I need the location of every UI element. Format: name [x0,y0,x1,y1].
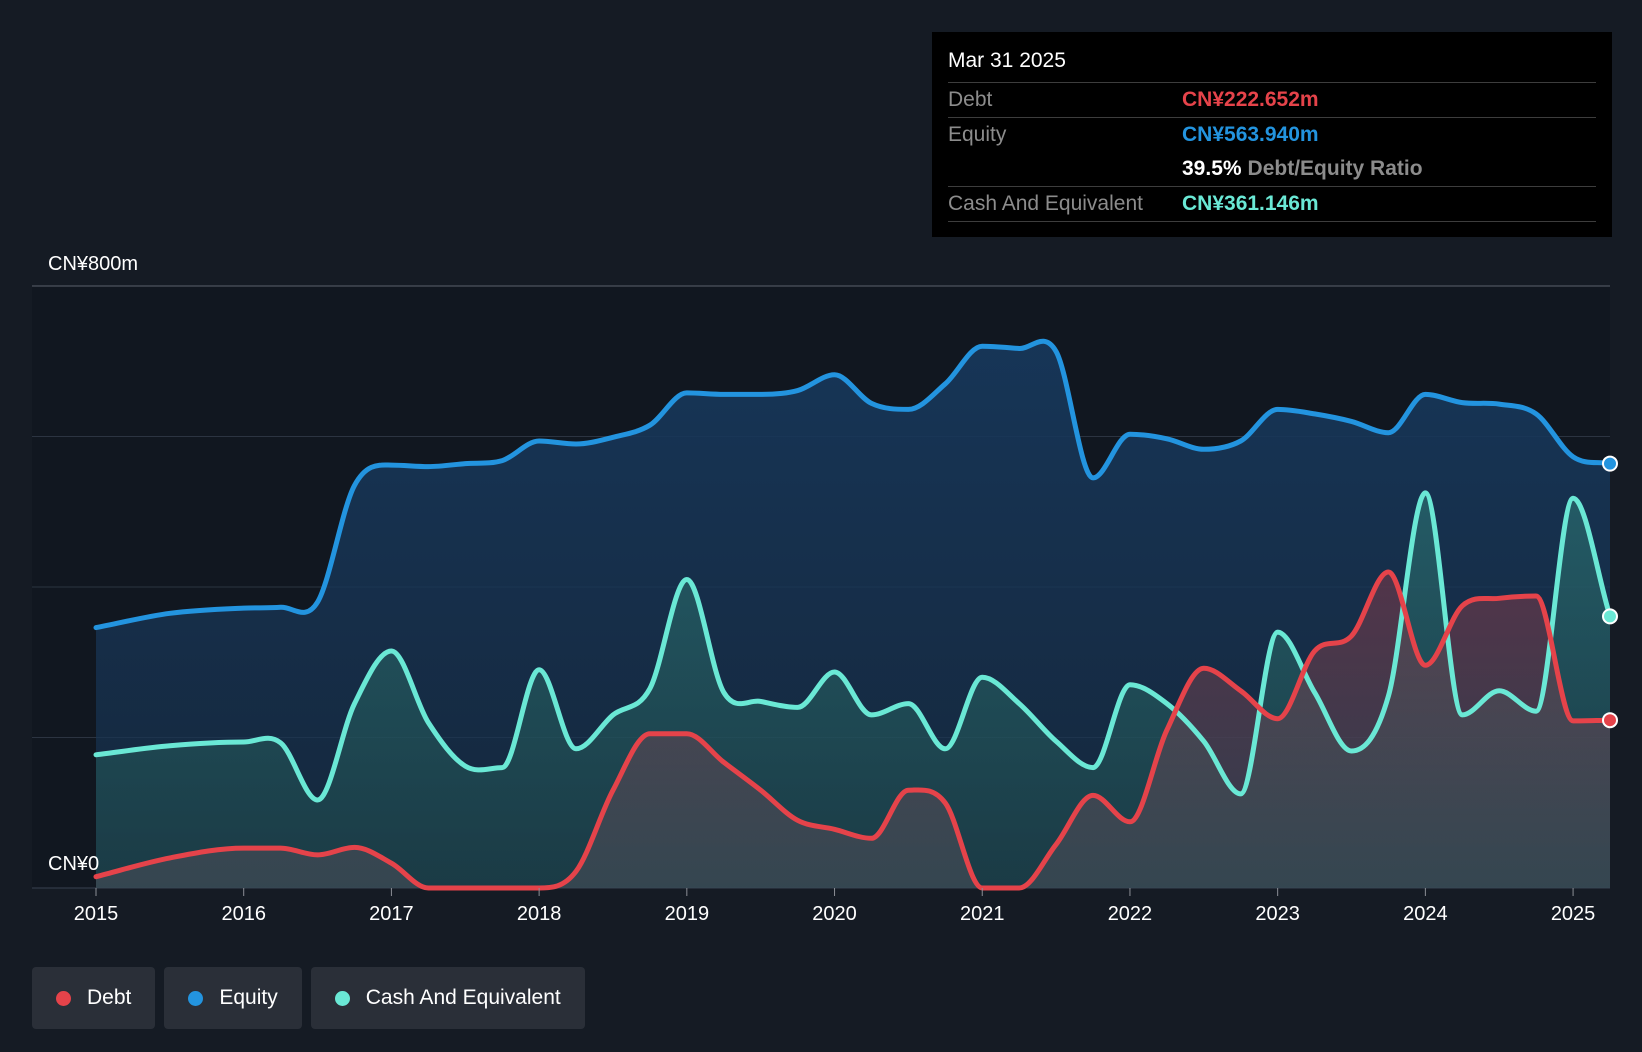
x-tick-label-2015: 2015 [74,903,119,925]
debt-dot-icon [56,990,71,1006]
tooltip-row-cash: Cash And Equivalent CN¥361.146m [948,186,1596,222]
x-tick-label-2019: 2019 [665,903,710,925]
tooltip-equity-label: Equity [948,123,1007,146]
legend-cash-label: Cash And Equivalent [365,986,561,1009]
tooltip-equity-value: CN¥563.940m [1182,123,1319,146]
x-tick-label-2025: 2025 [1551,903,1596,925]
tooltip-row-debt: Debt CN¥222.652m [948,82,1596,117]
debt-endpoint-marker [1602,712,1618,729]
legend-item-cash[interactable]: Cash And Equivalent [310,967,585,1029]
x-tick-label-2016: 2016 [221,903,266,925]
x-tick-label-2018: 2018 [517,903,562,925]
legend-debt-label: Debt [87,986,132,1009]
cash-endpoint-marker [1602,608,1618,625]
x-tick-label-2021: 2021 [960,903,1005,925]
x-tick-label-2024: 2024 [1403,903,1448,925]
legend-equity-label: Equity [219,986,278,1009]
x-tick-label-2022: 2022 [1108,903,1153,925]
tooltip-ratio-value: 39.5% [1182,157,1242,180]
equity-endpoint-marker [1602,455,1618,472]
tooltip-cash-value: CN¥361.146m [1182,192,1319,215]
cash-line [93,490,1613,803]
x-tick-label-2020: 2020 [812,903,857,925]
legend-item-debt[interactable]: Debt [32,967,156,1029]
x-tick-label-2017: 2017 [369,903,414,925]
tooltip-debt-label: Debt [948,88,993,111]
tooltip-cash-label: Cash And Equivalent [948,192,1143,215]
chart-legend: Debt Equity Cash And Equivalent [32,967,585,1029]
debt-line [93,569,1613,891]
tooltip-date: Mar 31 2025 [948,49,1066,72]
tooltip-panel: Mar 31 2025 Debt CN¥222.652m Equity CN¥5… [932,32,1612,237]
tooltip-row-equity: Equity CN¥563.940m [948,117,1596,152]
x-tick-label-2023: 2023 [1255,903,1300,925]
equity-line [93,338,1613,631]
tooltip-debt-value: CN¥222.652m [1182,88,1319,111]
y-axis-top-label: CN¥800m [48,253,138,275]
equity-dot-icon [188,990,204,1006]
debt-area [96,572,1610,888]
cash-dot-icon [334,990,350,1006]
tooltip-ratio-label: Debt/Equity Ratio [1247,157,1423,180]
y-axis-bottom-label: CN¥0 [48,853,99,875]
legend-item-equity[interactable]: Equity [164,967,302,1029]
tooltip-row-ratio: 39.5% Debt/Equity Ratio [948,152,1596,186]
